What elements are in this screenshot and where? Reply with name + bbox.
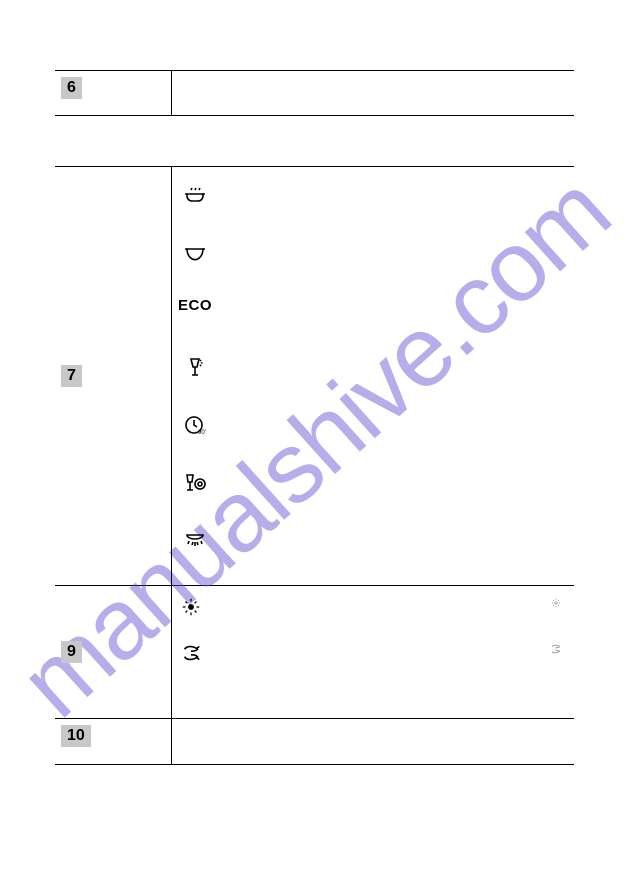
row-number-10: 10 <box>61 725 91 747</box>
indicator-salt <box>180 642 566 664</box>
program-90min-icon: 90' <box>180 405 566 463</box>
program-glass-sparkle-icon <box>180 347 566 405</box>
svg-text:90': 90' <box>198 430 206 436</box>
row-10: 10 <box>55 719 574 765</box>
program-eco-label: ECO <box>180 289 566 347</box>
program-pot-icon <box>180 173 566 231</box>
program-cup-icon <box>180 231 566 289</box>
row-number-9: 9 <box>61 641 82 663</box>
row-9: 9 <box>55 586 574 719</box>
row-number-6: 6 <box>61 77 82 99</box>
row-7: 7 ECO 90' <box>55 166 574 586</box>
indicator-rinse-aid <box>180 596 566 618</box>
manual-page: 6 7 ECO <box>0 0 629 805</box>
row-number-7: 7 <box>61 365 82 387</box>
program-rinse-icon <box>180 521 566 579</box>
program-glass-plate-icon <box>180 463 566 521</box>
row-6: 6 <box>55 70 574 116</box>
